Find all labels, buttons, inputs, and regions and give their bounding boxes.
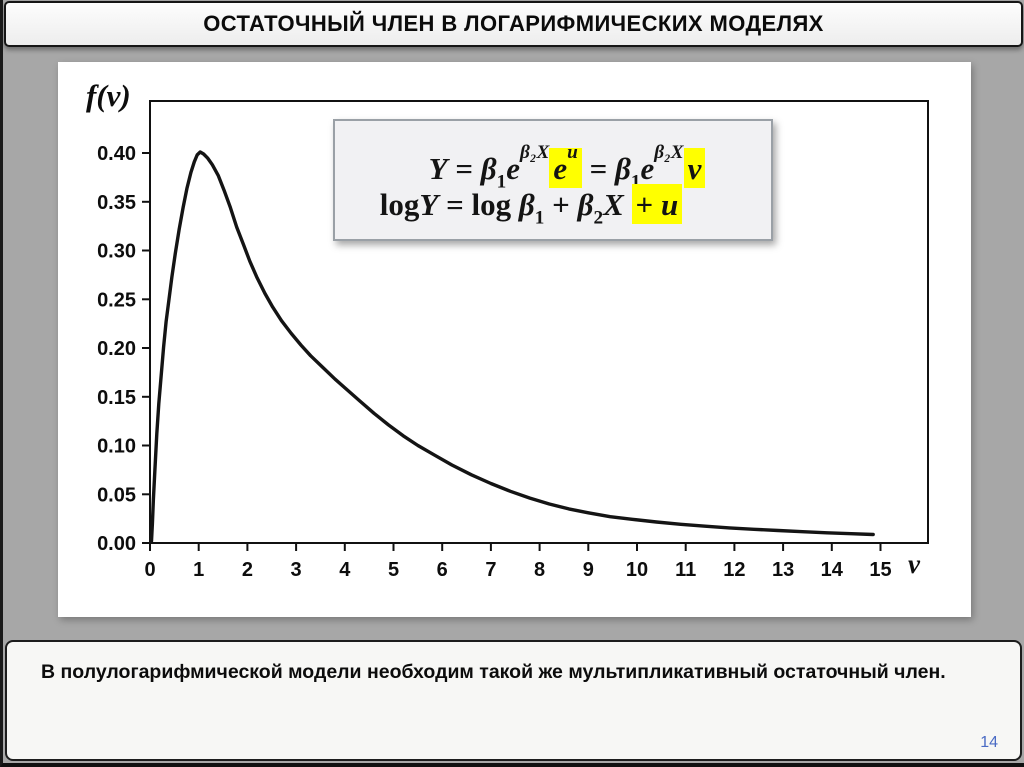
page-number: 14 [980, 734, 998, 751]
formula-box: Y = β1eβ₂X eu = β1eβ₂X v logY = log β1 + β2… [333, 119, 773, 241]
svg-text:0.35: 0.35 [97, 192, 136, 214]
formula-segment: logY = log β1 + β2X [379, 187, 624, 229]
x-axis-label: v [908, 549, 920, 579]
svg-text:0.25: 0.25 [97, 289, 136, 311]
svg-text:4: 4 [339, 559, 351, 581]
distribution-plot: 0.000.050.100.150.200.250.300.350.400 1 2 3… [97, 100, 929, 581]
svg-text:5: 5 [388, 559, 399, 581]
svg-text:3: 3 [291, 559, 302, 581]
svg-text:10: 10 [626, 559, 648, 581]
y-axis-label: f(v) [86, 78, 131, 113]
svg-text:0.30: 0.30 [97, 241, 136, 263]
svg-text:15: 15 [869, 559, 891, 581]
slide-title-bar: ОСТАТОЧНЫЙ ЧЛЕН В ЛОГАРИФМИЧЕСКИХ МОДЕЛЯ… [4, 1, 1023, 47]
svg-text:2: 2 [242, 559, 253, 581]
svg-text:0: 0 [144, 559, 155, 581]
svg-text:12: 12 [723, 559, 745, 581]
formula-line-2: logY = log β1 + β2X + u [313, 179, 749, 231]
svg-text:14: 14 [821, 559, 844, 581]
svg-text:7: 7 [485, 559, 496, 581]
svg-text:0.40: 0.40 [97, 143, 136, 165]
formula-segment: Y = β1eβ₂X [428, 142, 550, 193]
footer-panel: В полулогарифмической модели необходим т… [5, 640, 1022, 761]
slide-title: ОСТАТОЧНЫЙ ЧЛЕН В ЛОГАРИФМИЧЕСКИХ МОДЕЛЯ… [203, 11, 824, 36]
chart-panel: f(v) 0.00 0.05 0.10 0.15 0.20 0.25 0.30 0.35 0.4… [58, 62, 971, 617]
formula-highlight: eu [549, 142, 582, 188]
formula-line-1: Y = β1eβ₂X eu = β1eβ₂X v [349, 127, 785, 192]
svg-text:8: 8 [534, 559, 545, 581]
svg-text:13: 13 [772, 559, 794, 581]
svg-text:9: 9 [583, 559, 594, 581]
formula-segment: = β1eβ₂X [581, 142, 684, 193]
footer-text: В полулогарифмической модели необходим т… [41, 661, 946, 683]
svg-text:0.05: 0.05 [97, 484, 136, 506]
svg-text:11: 11 [675, 559, 696, 581]
formula-content: Y = β1eβ₂X eu = β1eβ₂X v logY = log β1 + β2… [335, 127, 771, 231]
svg-text:0.15: 0.15 [97, 387, 136, 409]
svg-text:6: 6 [437, 559, 448, 581]
svg-text:0.00: 0.00 [97, 533, 136, 555]
svg-text:0.10: 0.10 [97, 436, 136, 458]
formula-highlight: + u [631, 184, 683, 224]
svg-text:1: 1 [193, 559, 204, 581]
svg-text:0.20: 0.20 [97, 338, 136, 360]
formula-highlight: v [683, 147, 706, 188]
